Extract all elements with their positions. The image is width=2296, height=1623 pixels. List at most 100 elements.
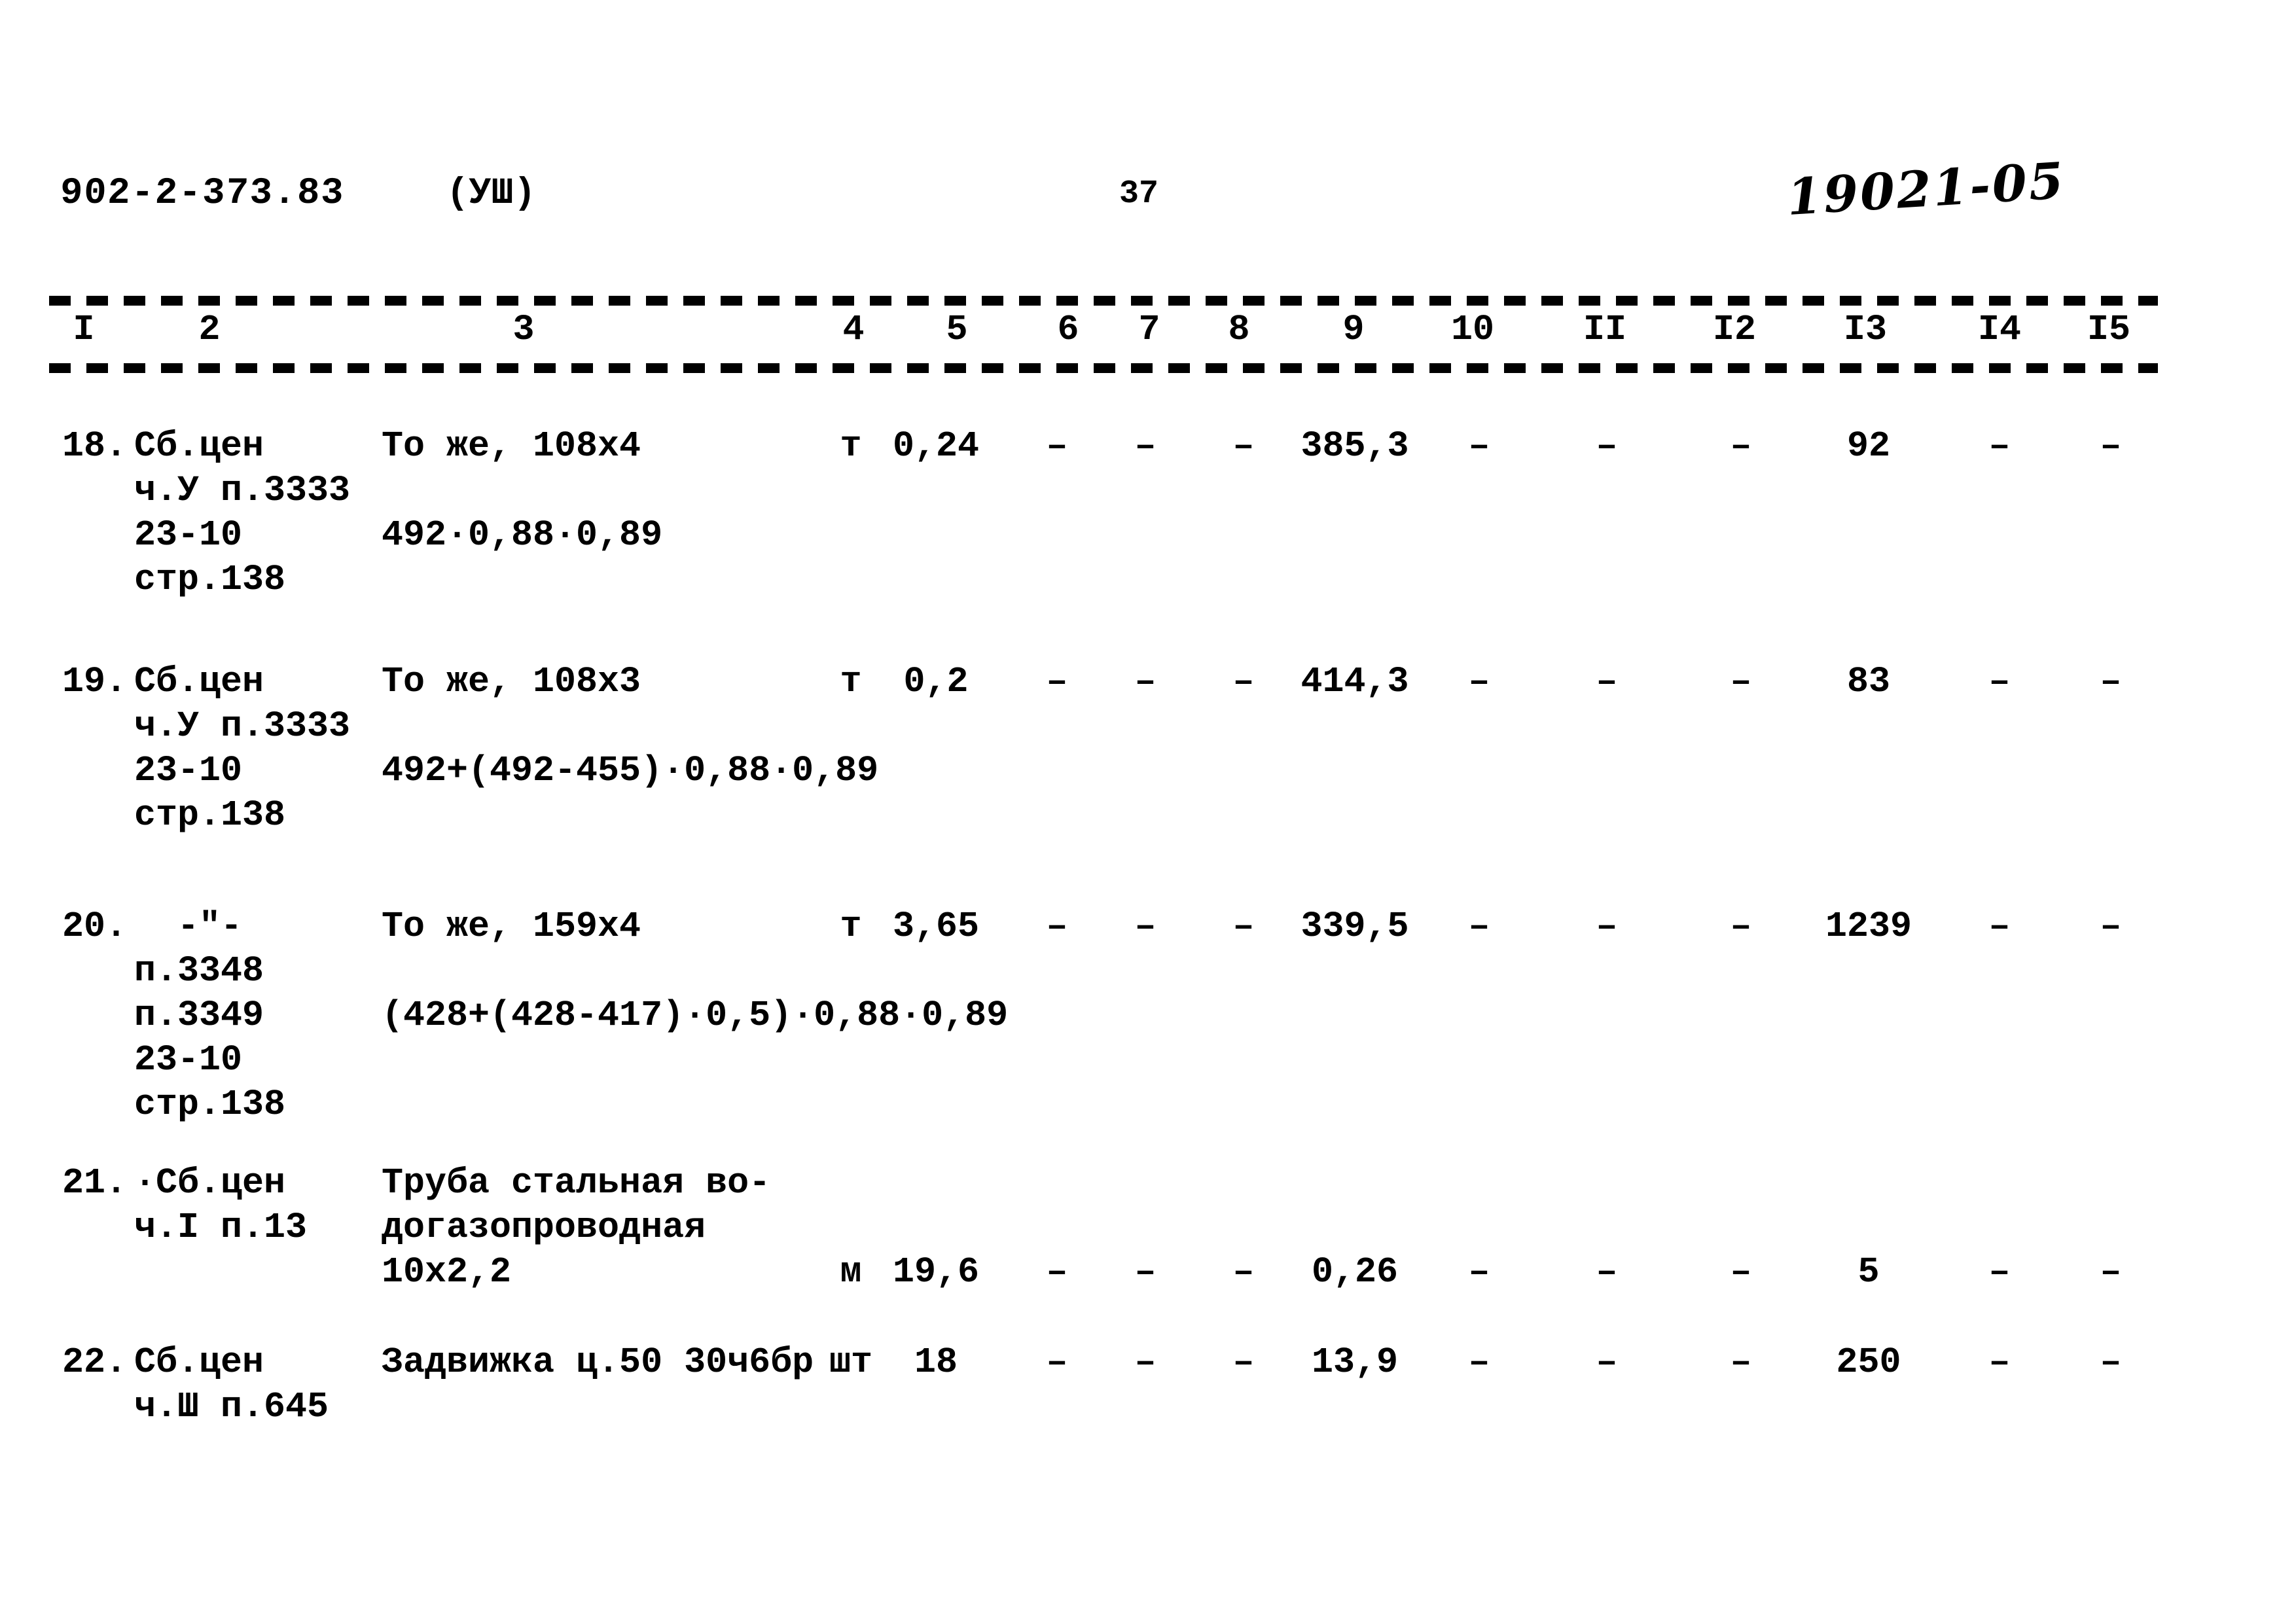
column-label-11: II bbox=[1583, 309, 1626, 350]
value-cell-13: 83 bbox=[1846, 661, 1890, 702]
item-name-cell: То же, 108х4 bbox=[382, 424, 641, 469]
ref-line: 23-10 bbox=[134, 1039, 243, 1080]
item-name-cell: То же, 108х3 bbox=[382, 660, 641, 704]
column-label-7: 7 bbox=[1138, 309, 1160, 350]
quantity-cell: 18 bbox=[914, 1342, 958, 1383]
quantity-cell: 0,24 bbox=[892, 425, 980, 467]
column-label-14: I4 bbox=[1977, 309, 2021, 350]
name-line: догазопроводная bbox=[382, 1207, 706, 1248]
section-roman-numeral: (УШ) bbox=[446, 173, 536, 215]
value-cell-13: 92 bbox=[1846, 425, 1890, 467]
name-line: 10х2,2 bbox=[382, 1251, 512, 1293]
dash-cell-10: – bbox=[1468, 906, 1490, 947]
dash-cell-8: – bbox=[1232, 661, 1255, 702]
dash-cell-12: – bbox=[1730, 1251, 1752, 1293]
table-header-dashed-line-bottom bbox=[49, 363, 2158, 373]
dash-cell-15: – bbox=[2100, 906, 2122, 947]
price-formula: (428+(428-417)·0,5)·0,88·0,89 bbox=[382, 995, 1009, 1036]
dash-cell-11: – bbox=[1596, 1342, 1618, 1383]
dash-cell-7: – bbox=[1134, 906, 1157, 947]
table-header-dashed-line-top bbox=[49, 296, 2158, 306]
dash-cell-14: – bbox=[1988, 1251, 2011, 1293]
dash-cell-14: – bbox=[1988, 906, 2011, 947]
column-label-12: I2 bbox=[1712, 309, 1756, 350]
ref-line: ч.У п.3333 bbox=[134, 705, 351, 747]
row-number: 21. bbox=[62, 1162, 128, 1204]
dash-cell-10: – bbox=[1468, 1342, 1490, 1383]
dash-cell-15: – bbox=[2100, 425, 2122, 467]
reference-cell: Сб.цен ч.У п.3333 23-10 стр.138 bbox=[134, 660, 350, 838]
dash-cell-10: – bbox=[1468, 425, 1490, 467]
ref-line: стр.138 bbox=[134, 559, 286, 600]
dash-cell-12: – bbox=[1730, 425, 1752, 467]
ref-line ditto-mark: -"- bbox=[134, 906, 243, 947]
dash-cell-15: – bbox=[2100, 1251, 2122, 1293]
column-label-15: I5 bbox=[2087, 309, 2130, 350]
ref-line: ч.У п.3333 bbox=[134, 470, 351, 511]
column-label-4: 4 bbox=[842, 309, 865, 350]
column-label-9: 9 bbox=[1342, 309, 1365, 350]
value-cell-13: 1239 bbox=[1825, 906, 1912, 947]
value-cell-13: 5 bbox=[1857, 1251, 1880, 1293]
name-line: То же, 108х3 bbox=[382, 661, 641, 702]
handwritten-stamp: 19021-05 bbox=[1785, 151, 2068, 226]
item-name-cell: Труба стальная во- догазопроводная 10х2,… bbox=[382, 1161, 770, 1294]
price-formula: 492+(492-455)·0,88·0,89 bbox=[382, 750, 879, 791]
unit-cell: т bbox=[840, 661, 862, 702]
page-number: 37 bbox=[1119, 175, 1158, 213]
row-number: 19. bbox=[62, 661, 128, 702]
value-cell-9: 414,3 bbox=[1300, 661, 1409, 702]
quantity-cell: 0,2 bbox=[903, 661, 969, 702]
ref-line: п.3348 bbox=[134, 950, 264, 991]
column-label-10: 10 bbox=[1450, 309, 1494, 350]
row-number: 22. bbox=[62, 1342, 128, 1383]
value-cell-9: 339,5 bbox=[1300, 906, 1409, 947]
ref-line: ч.Ш п.645 bbox=[134, 1386, 329, 1427]
dash-cell-10: – bbox=[1468, 661, 1490, 702]
quantity-cell: 3,65 bbox=[892, 906, 980, 947]
ref-line: п.3349 bbox=[134, 995, 264, 1036]
unit-cell: м bbox=[840, 1251, 862, 1293]
dash-cell-14: – bbox=[1988, 1342, 2011, 1383]
dash-cell-8: – bbox=[1232, 1342, 1255, 1383]
column-label-1: I bbox=[73, 309, 95, 350]
row-number: 18. bbox=[62, 425, 128, 467]
column-label-6: 6 bbox=[1057, 309, 1079, 350]
dash-cell-11: – bbox=[1596, 425, 1618, 467]
item-name-cell: То же, 159х4 bbox=[382, 904, 641, 949]
column-label-2: 2 bbox=[198, 309, 221, 350]
dash-cell-7: – bbox=[1134, 1342, 1157, 1383]
dash-cell-6: – bbox=[1046, 906, 1068, 947]
document-number: 902-2-373.83 bbox=[59, 173, 346, 215]
dash-cell-14: – bbox=[1988, 661, 2011, 702]
unit-cell: т bbox=[840, 425, 862, 467]
dash-cell-15: – bbox=[2100, 661, 2122, 702]
dash-cell-12: – bbox=[1730, 1342, 1752, 1383]
dash-cell-11: – bbox=[1596, 906, 1618, 947]
column-label-13: I3 bbox=[1843, 309, 1887, 350]
column-label-3: 3 bbox=[512, 309, 535, 350]
dash-cell-8: – bbox=[1232, 425, 1255, 467]
dash-cell-12: – bbox=[1730, 906, 1752, 947]
reference-cell: ·Сб.цен ч.I п.13 bbox=[134, 1161, 307, 1250]
value-cell-13: 250 bbox=[1836, 1342, 1901, 1383]
reference-cell: -"- п.3348 п.3349 23-10 стр.138 bbox=[134, 904, 285, 1127]
value-cell-9: 385,3 bbox=[1300, 425, 1409, 467]
dash-cell-6: – bbox=[1046, 1251, 1068, 1293]
ref-line: Сб.цен bbox=[134, 1342, 264, 1383]
dash-cell-8: – bbox=[1232, 906, 1255, 947]
unit-cell: шт bbox=[829, 1342, 872, 1383]
ref-line: 23-10 bbox=[134, 514, 243, 556]
dash-cell-14: – bbox=[1988, 425, 2011, 467]
dash-cell-12: – bbox=[1730, 661, 1752, 702]
dash-cell-7: – bbox=[1134, 425, 1157, 467]
ref-line: 23-10 bbox=[134, 750, 243, 791]
dash-cell-6: – bbox=[1046, 1342, 1068, 1383]
dash-cell-6: – bbox=[1046, 661, 1068, 702]
price-formula: 492·0,88·0,89 bbox=[382, 514, 663, 556]
item-name-cell: Задвижка ц.50 30ч6бр bbox=[382, 1340, 814, 1385]
dash-cell-7: – bbox=[1134, 661, 1157, 702]
ref-line: Сб.цен bbox=[134, 661, 264, 702]
dash-cell-8: – bbox=[1232, 1251, 1255, 1293]
